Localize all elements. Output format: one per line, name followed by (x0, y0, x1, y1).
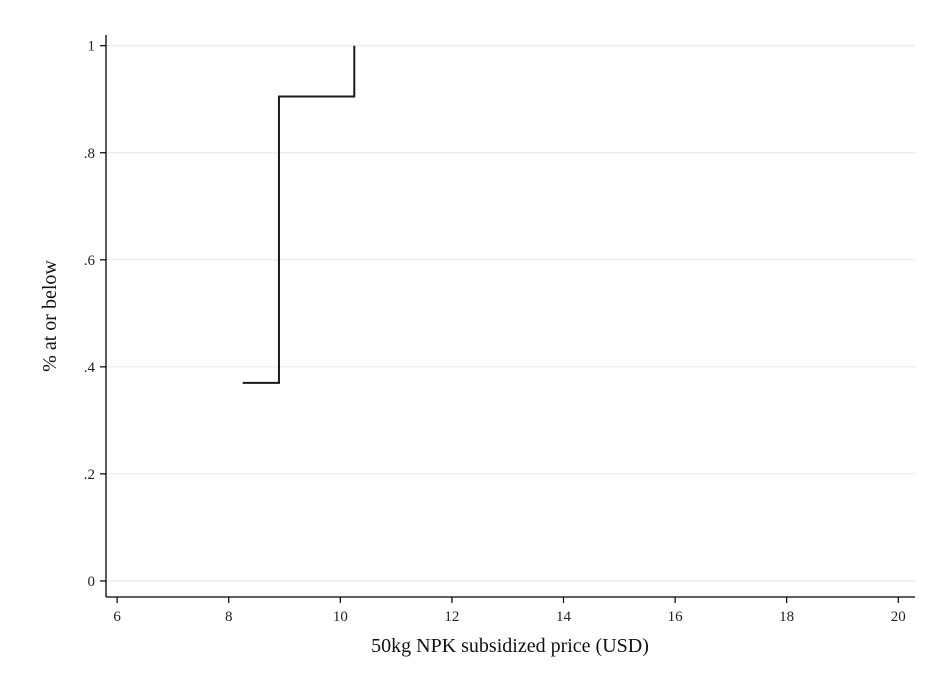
x-tick-label: 12 (444, 609, 459, 625)
x-tick-label: 6 (113, 609, 121, 625)
x-tick-label: 20 (891, 609, 906, 625)
x-tick-label: 16 (668, 609, 684, 625)
x-axis-title: 50kg NPK subsidized price (USD) (371, 635, 649, 657)
y-ticks: 0 .2 .4 .6 .8 1 (84, 39, 106, 590)
y-tick-label: .8 (84, 146, 95, 162)
series-group (242, 45, 356, 384)
cdf-step-line (242, 45, 356, 384)
x-ticks: 6 8 10 12 14 16 18 20 (113, 597, 906, 625)
y-tick-label: 1 (88, 39, 96, 55)
gridlines (106, 45, 915, 582)
x-tick-label: 14 (556, 609, 572, 625)
y-tick-label: .6 (84, 253, 96, 269)
x-tick-label: 10 (333, 609, 348, 625)
y-tick-label: .2 (84, 467, 95, 483)
x-tick-label: 18 (779, 609, 794, 625)
x-tick-label: 8 (225, 609, 233, 625)
y-axis-title: % at or below (39, 260, 61, 372)
axes (105, 35, 915, 598)
y-tick-label: .4 (84, 360, 96, 376)
y-tick-label: 0 (88, 574, 96, 590)
